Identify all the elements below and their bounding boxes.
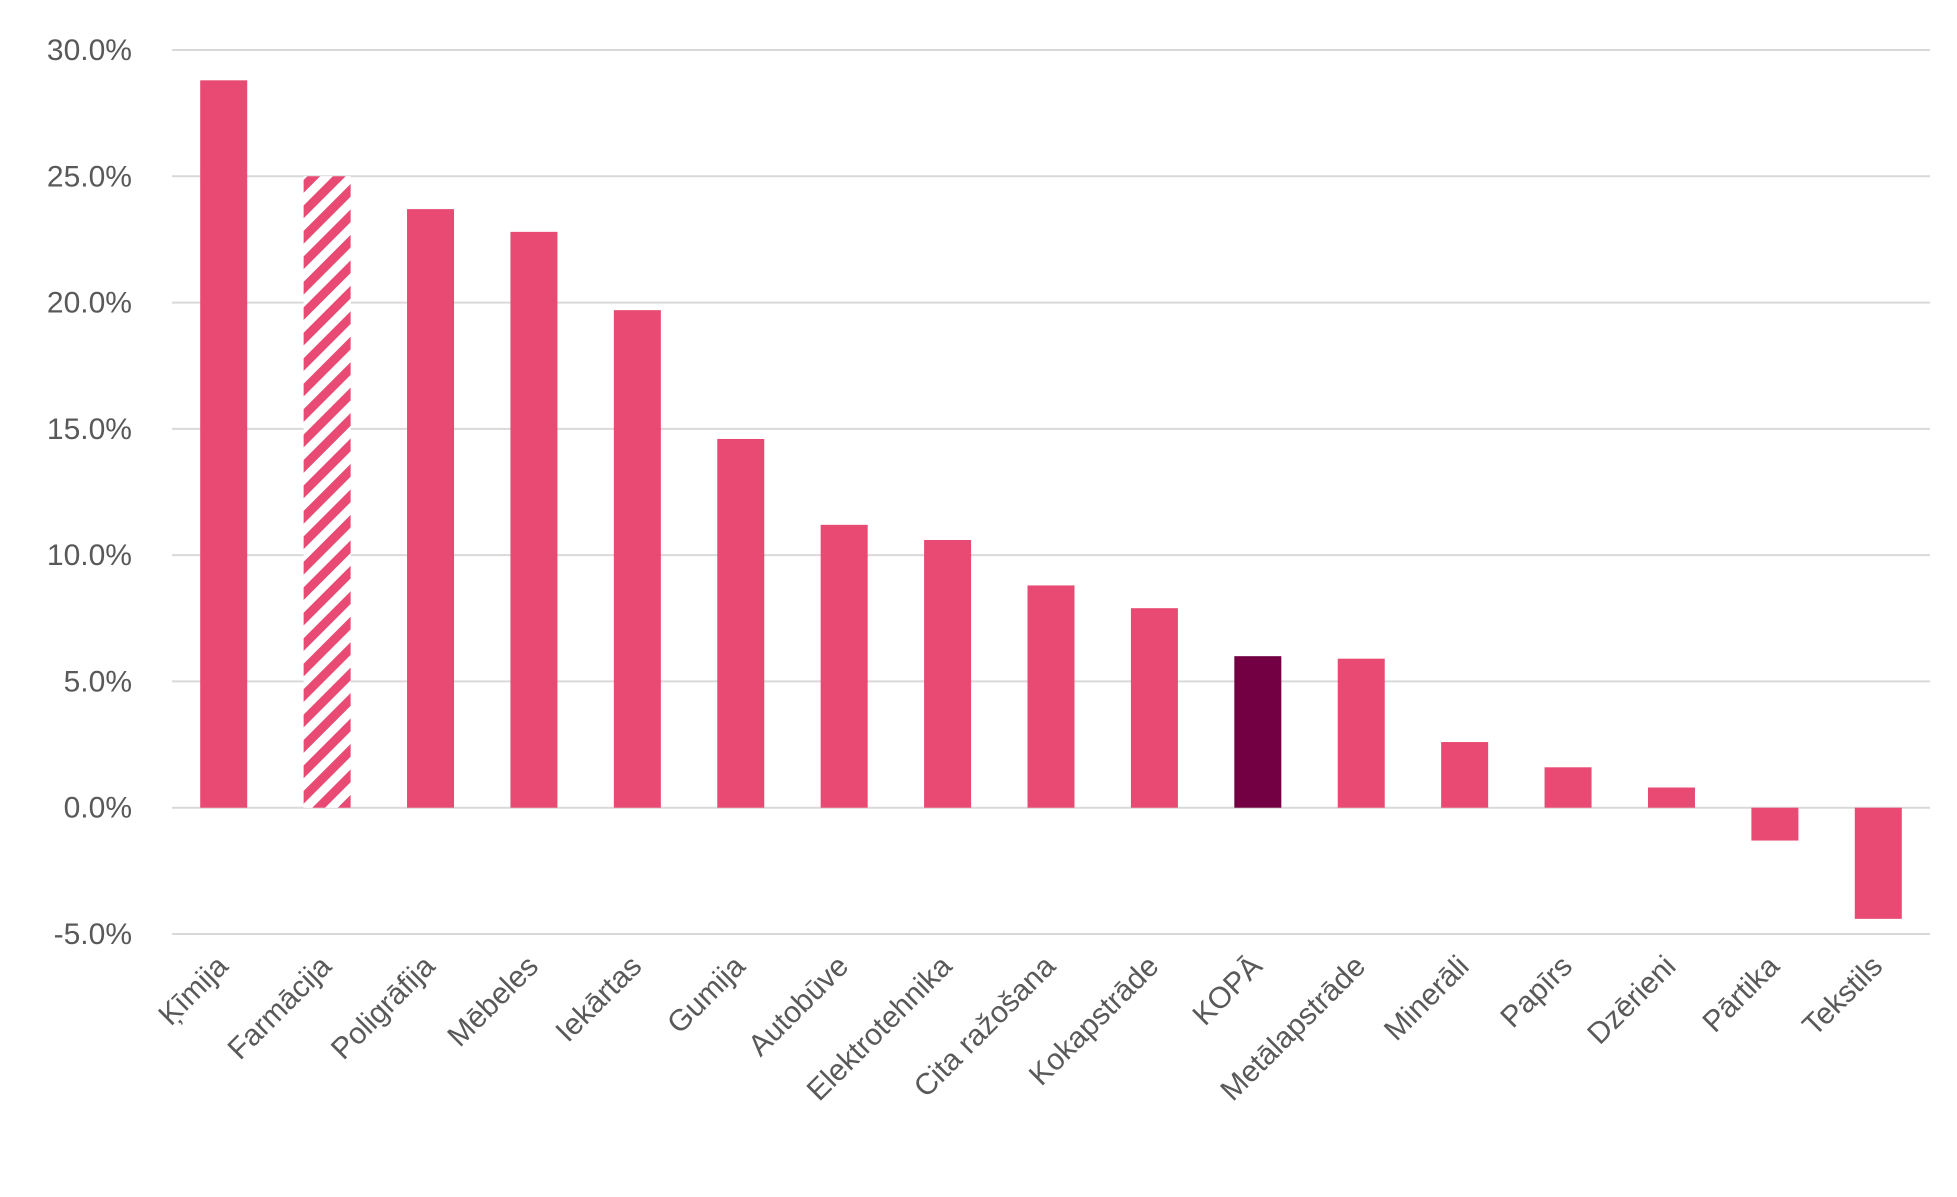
y-tick-label: 5.0% [64, 665, 132, 698]
y-tick-label: 10.0% [47, 539, 132, 572]
x-tick-label: Tekstils [1796, 950, 1889, 1043]
x-tick-label: KOPĀ [1186, 950, 1268, 1032]
x-tick-label: Papīrs [1494, 950, 1579, 1035]
x-tick-label: Farmācija [222, 949, 339, 1066]
x-tick-label: Mēbeles [441, 950, 545, 1054]
bar-13 [1544, 767, 1592, 808]
bar-2 [407, 209, 455, 808]
y-tick-label: 0.0% [64, 792, 132, 825]
bar-1 [303, 176, 351, 808]
x-tick-label: Iekārtas [550, 950, 649, 1049]
bar-12 [1441, 742, 1489, 808]
bar-9 [1130, 608, 1178, 808]
bar-4 [613, 310, 661, 808]
bar-15 [1751, 807, 1799, 841]
bar-7 [924, 539, 972, 808]
x-tick-label: Ķīmija [152, 949, 234, 1031]
y-tick-label: 30.0% [47, 34, 132, 67]
bar-3 [510, 231, 558, 808]
bar-16 [1854, 807, 1902, 919]
y-tick-label: 15.0% [47, 413, 132, 446]
bar-14 [1647, 787, 1695, 808]
y-tick-label: 25.0% [47, 160, 132, 193]
y-tick-label: -5.0% [54, 918, 132, 951]
bar-6 [820, 524, 868, 808]
bars [200, 80, 1902, 919]
x-tick-label: Gumija [661, 949, 752, 1040]
y-tick-label: 20.0% [47, 287, 132, 320]
bar-5 [717, 438, 765, 808]
x-tick-label: Dzērieni [1581, 950, 1682, 1051]
bar-10 [1234, 656, 1282, 808]
bar-11 [1337, 658, 1385, 808]
x-tick-label: Poligrāfija [325, 949, 442, 1066]
x-tick-label: Pārtika [1696, 949, 1786, 1039]
bar-8 [1027, 585, 1075, 808]
bar-0 [200, 80, 248, 808]
x-tick-label: Minerāli [1378, 950, 1476, 1048]
